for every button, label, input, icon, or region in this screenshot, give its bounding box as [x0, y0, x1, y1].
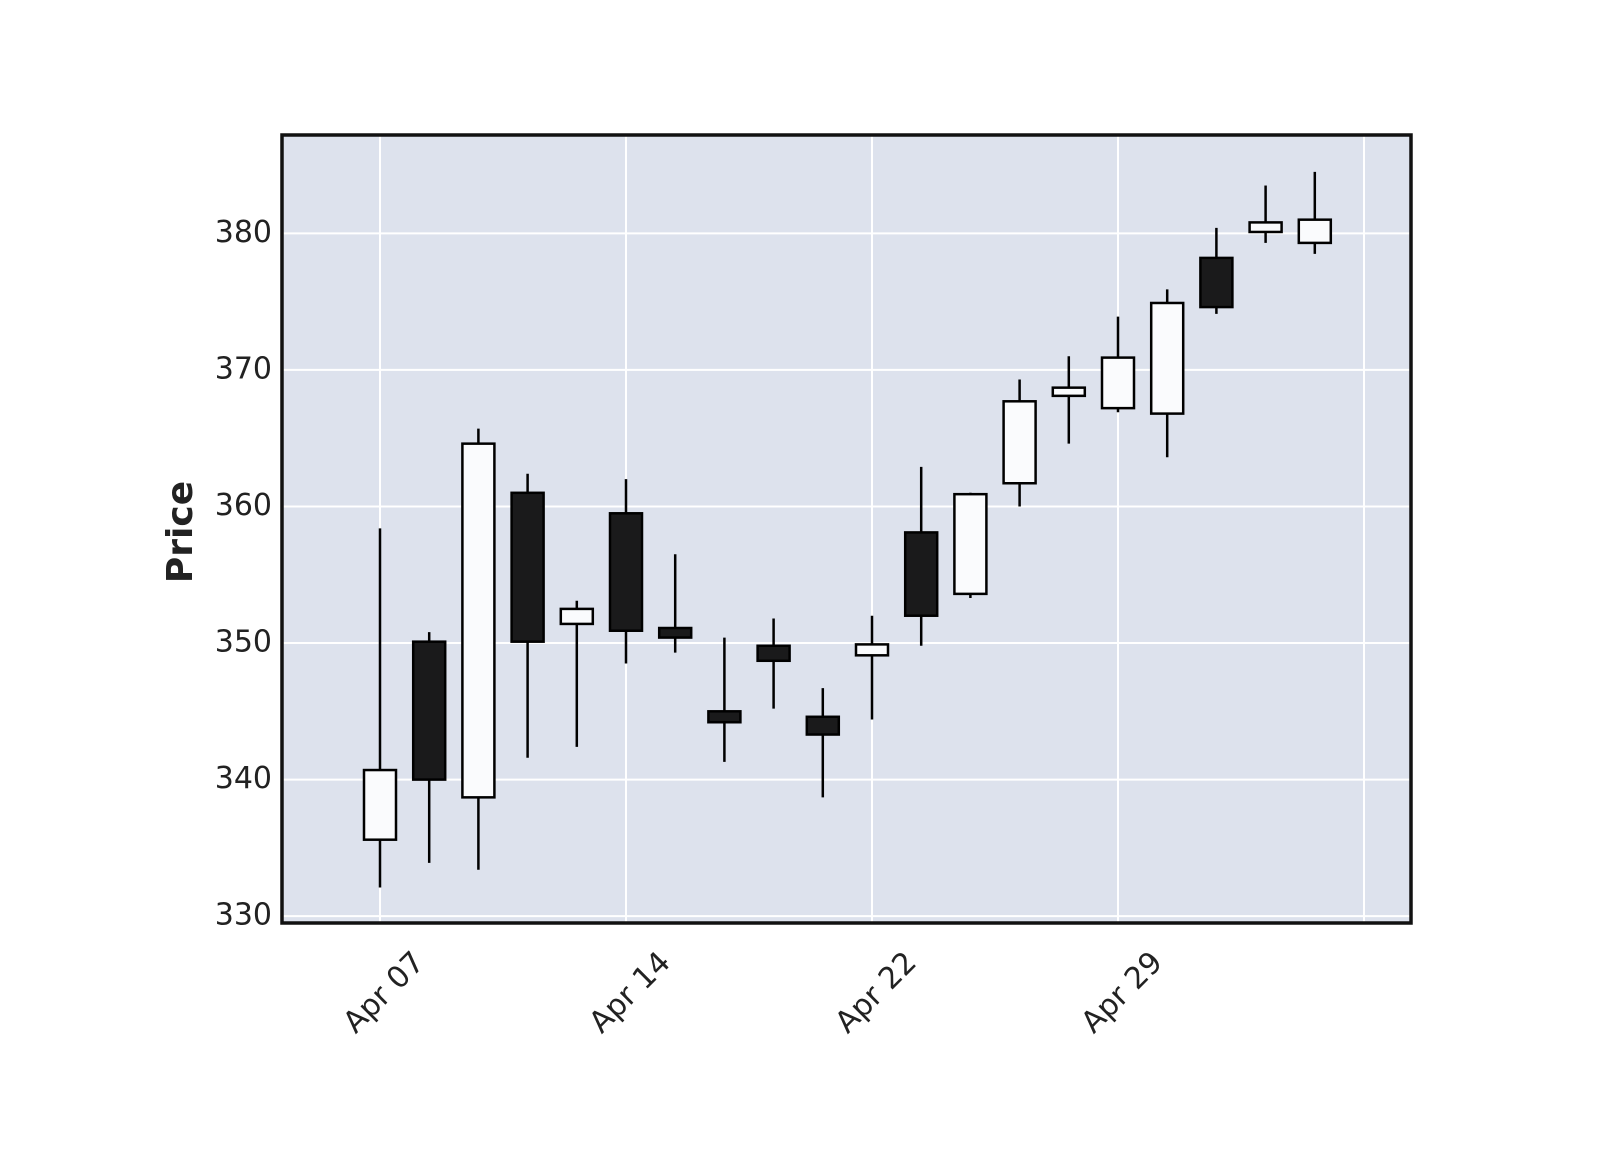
- candle-body: [707, 710, 742, 724]
- candle-body: [461, 442, 496, 799]
- candle-body: [657, 626, 693, 639]
- candle-body: [854, 643, 890, 657]
- candle-body: [510, 491, 545, 643]
- candle-body: [608, 512, 644, 632]
- y-tick-label: 340: [215, 761, 272, 796]
- candle-body: [1051, 386, 1087, 398]
- y-tick-label: 350: [215, 625, 272, 660]
- y-axis-title: Price: [160, 481, 201, 583]
- x-tick-label: Apr 29: [1074, 945, 1169, 1040]
- plot-area: [282, 135, 1411, 923]
- y-tick-label: 380: [215, 215, 272, 250]
- candle-body: [903, 531, 939, 617]
- x-tick-label: Apr 07: [336, 945, 431, 1040]
- plot-frame: [280, 133, 1413, 925]
- y-tick-label: 360: [215, 488, 272, 523]
- y-tick-label: 370: [215, 351, 272, 386]
- y-tick-label: 330: [215, 898, 272, 933]
- candle-body: [362, 768, 398, 841]
- candle-body: [805, 715, 841, 736]
- candle-body: [1100, 356, 1136, 410]
- candle-body: [953, 492, 988, 596]
- candle-body: [1297, 218, 1333, 245]
- candle-body: [1248, 221, 1283, 234]
- candles: [362, 171, 1333, 888]
- candle-body: [756, 644, 791, 663]
- candle-body: [1199, 256, 1234, 309]
- x-tick-label: Apr 22: [828, 945, 923, 1040]
- x-tick-label: Apr 14: [582, 945, 677, 1040]
- candle-body: [559, 607, 595, 626]
- candle-body: [1149, 301, 1185, 415]
- candle-body: [411, 640, 447, 781]
- candle-body: [1002, 400, 1037, 485]
